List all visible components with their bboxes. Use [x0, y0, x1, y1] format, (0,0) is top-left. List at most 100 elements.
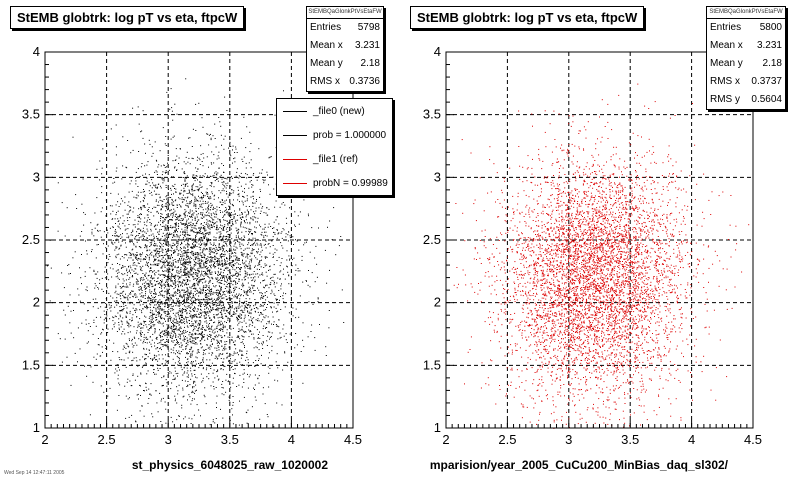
left-point [128, 191, 130, 193]
left-point [203, 278, 205, 280]
left-point [210, 226, 212, 228]
left-point [191, 333, 193, 335]
left-point [199, 279, 201, 281]
left-point [229, 277, 230, 279]
left-point [121, 306, 123, 307]
left-point [256, 268, 258, 270]
left-point [246, 304, 248, 306]
left-point [153, 215, 155, 217]
left-point [140, 229, 142, 231]
left-point [142, 303, 144, 305]
left-point [146, 348, 148, 350]
left-point [190, 348, 192, 350]
left-point [195, 223, 197, 225]
left-point [231, 265, 232, 267]
left-point [215, 300, 216, 302]
left-point [240, 221, 242, 223]
left-point [187, 381, 189, 382]
left-point [141, 277, 142, 279]
left-point [125, 293, 126, 295]
left-point [208, 204, 210, 206]
left-point [229, 203, 231, 205]
left-point [183, 172, 185, 174]
left-point [234, 210, 235, 212]
left-point [138, 239, 140, 241]
left-point [126, 233, 128, 235]
left-point [250, 291, 252, 293]
left-point [261, 172, 263, 174]
left-point [226, 190, 227, 192]
left-point [185, 348, 187, 350]
left-point [145, 316, 147, 318]
left-point [222, 292, 224, 293]
left-point [184, 227, 186, 229]
left-point [224, 219, 226, 221]
left-point [193, 295, 194, 297]
left-point [236, 310, 238, 312]
left-point [200, 275, 202, 277]
left-point [85, 319, 87, 321]
left-point [202, 233, 204, 235]
left-point [196, 377, 198, 379]
left-point [165, 172, 166, 174]
left-point [160, 316, 161, 318]
left-point [183, 191, 185, 193]
left-point [100, 211, 102, 213]
left-point [144, 198, 145, 200]
left-point [238, 195, 240, 197]
left-point [183, 262, 185, 264]
left-point [198, 324, 200, 326]
left-point [195, 258, 197, 260]
left-point [173, 251, 175, 253]
left-point [97, 271, 99, 273]
left-point [206, 359, 208, 361]
left-point [170, 280, 172, 282]
left-point [155, 253, 157, 255]
left-point [129, 210, 131, 212]
left-point [185, 274, 187, 276]
left-point [237, 335, 239, 337]
left-point [184, 302, 186, 304]
left-point [223, 293, 225, 295]
left-point [199, 229, 201, 231]
left-point [106, 229, 108, 231]
left-point [208, 215, 210, 217]
left-point [142, 342, 144, 344]
left-point [188, 271, 190, 273]
left-point [327, 226, 328, 228]
left-point [148, 274, 150, 276]
left-point [153, 307, 155, 309]
left-point [214, 267, 216, 269]
left-point [199, 175, 201, 177]
left-point [158, 270, 160, 272]
left-point [212, 343, 213, 345]
left-point [159, 322, 161, 324]
left-point [209, 334, 211, 335]
left-point [263, 325, 265, 327]
left-point [242, 364, 244, 366]
left-point [180, 263, 182, 265]
left-point [226, 283, 228, 285]
left-point [222, 237, 224, 239]
left-point [196, 269, 198, 271]
left-point [236, 293, 237, 295]
left-point [131, 360, 133, 362]
left-point [177, 364, 179, 366]
left-point [163, 309, 165, 311]
left-point [126, 320, 128, 322]
left-point [209, 175, 211, 177]
left-point [230, 216, 232, 218]
left-point [249, 306, 251, 308]
left-point [249, 259, 251, 261]
left-point [221, 275, 223, 276]
left-point [167, 347, 169, 349]
left-point [192, 176, 193, 178]
left-point [239, 271, 241, 273]
left-point [96, 244, 98, 246]
left-point [73, 337, 75, 339]
left-point [274, 282, 275, 284]
left-point [114, 372, 116, 374]
left-point [226, 290, 228, 292]
left-point [136, 394, 138, 396]
left-point [194, 338, 196, 340]
